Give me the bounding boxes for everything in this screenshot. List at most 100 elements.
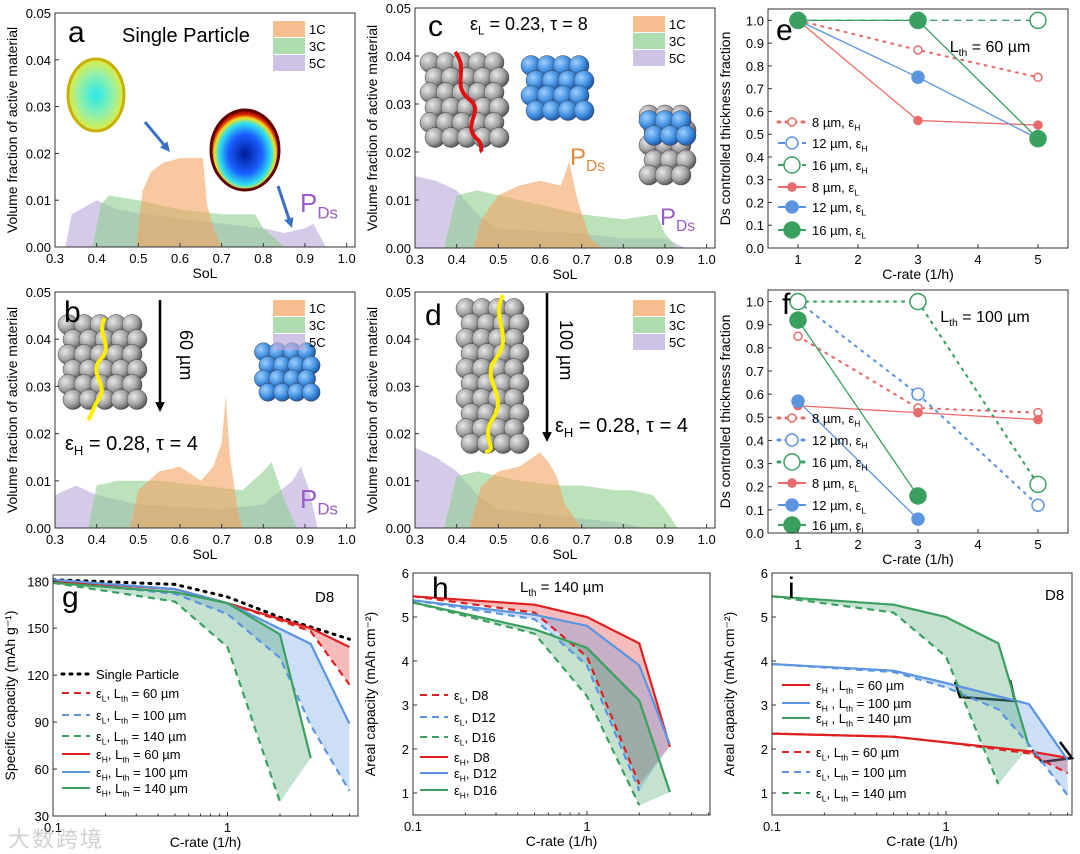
data-point	[789, 11, 807, 30]
text-part: C-rate (1/h)	[882, 551, 954, 567]
panel-label: i	[788, 572, 795, 605]
text-part: 0.01	[386, 474, 411, 489]
x-tick-label: 0.5	[489, 252, 507, 267]
annotation-rotated: 60 µm	[176, 330, 196, 380]
x-tick-label: 0.5	[129, 532, 147, 547]
annotation-rotated: 100 µm	[556, 320, 576, 380]
text-part: d	[425, 299, 442, 332]
y-tick-label: 0.3	[746, 457, 764, 472]
text-part: = 60 µm	[853, 678, 904, 693]
subscript: th	[846, 685, 853, 695]
y-tick-label: 4	[761, 654, 768, 669]
x-tick-label: 0.1	[44, 820, 62, 835]
text-part: 0.00	[26, 521, 51, 536]
text-part: 0.6	[171, 251, 189, 266]
y-tick-label: 0.8	[746, 341, 764, 356]
annotation-pds: PDs	[300, 188, 338, 223]
y-tick-label: 150	[27, 621, 49, 636]
plot-area	[53, 578, 351, 803]
arrow-icon	[276, 185, 292, 223]
series-line	[772, 732, 1069, 775]
text-part: 0.4	[448, 532, 466, 547]
text-part: 4	[402, 654, 409, 669]
y-axis-label-group: Volume fraction of active material	[364, 25, 380, 231]
annotation-length: 60 µm	[176, 330, 196, 380]
panel-label: a	[68, 16, 85, 49]
legend-label-1C: 1C	[309, 22, 326, 37]
x-axis-label: C-rate (1/h)	[526, 833, 598, 849]
text-part: , L	[828, 696, 846, 711]
data-point	[791, 394, 805, 408]
data-point	[911, 512, 925, 526]
y-tick-label: 1.0	[746, 13, 764, 28]
y-tick-label: 3	[402, 698, 409, 713]
annotation-pds1: PDs	[570, 144, 605, 175]
text-part: 0.6	[531, 532, 549, 547]
x-axis-label: SoL	[193, 546, 218, 562]
y-tick-label: 0.6	[746, 387, 764, 402]
text-part: 60 µm	[176, 330, 196, 380]
series-line	[797, 319, 919, 497]
text-part: 3C	[309, 39, 326, 54]
text-part: 16 µm, ε	[812, 158, 862, 173]
text-part: h	[432, 572, 449, 605]
text-part: 1C	[669, 17, 686, 32]
y-axis-label-group: Volume fraction of active material	[4, 307, 20, 513]
text-part: 0.02	[26, 146, 51, 161]
x-tick-label: 0.9	[656, 252, 674, 267]
text-part: 1.0	[746, 295, 764, 310]
y-tick-label: 30	[35, 809, 49, 824]
text-part: 0.9	[656, 252, 674, 267]
text-part: 12 µm, ε	[812, 200, 862, 215]
subscript: th	[121, 693, 128, 703]
y-axis-label: Areal capacity (mAh cm⁻²)	[721, 612, 737, 777]
y-tick-label: 0.00	[386, 521, 411, 536]
y-tick-label: 90	[35, 715, 49, 730]
legend-label: εH, D12	[454, 766, 497, 783]
x-tick-label: 0.1	[404, 819, 422, 834]
subscript: th	[122, 788, 129, 798]
text-part: ε	[454, 710, 460, 725]
text-part: C-rate (1/h)	[526, 833, 598, 849]
x-tick-label: 0.7	[573, 532, 591, 547]
y-tick-label: 0.04	[26, 332, 51, 347]
text-part: 0.4	[88, 532, 106, 547]
subscript: L	[861, 230, 866, 240]
x-tick-label: 0.4	[448, 532, 466, 547]
text-part: , D8	[465, 688, 489, 703]
text-part: 3	[914, 537, 921, 552]
tortuous-path-icon	[86, 316, 108, 422]
legend-marker	[787, 182, 797, 192]
y-tick-label: 0.5	[746, 410, 764, 425]
text-part: 8 µm, ε	[812, 411, 854, 426]
text-part: C-rate (1/h)	[882, 266, 954, 282]
text-part: 5C	[669, 335, 686, 350]
text-part: 8 µm, ε	[812, 476, 854, 491]
thickness-arrow-icon-head	[155, 402, 165, 412]
legend-swatch-3C	[273, 317, 305, 333]
text-part: 0.5	[746, 410, 764, 425]
panel-label: b	[64, 296, 81, 329]
data-point	[909, 11, 927, 30]
subscript: L	[460, 737, 465, 747]
band-fill	[413, 596, 670, 785]
subscript: L	[861, 207, 866, 217]
x-axis-label: C-rate (1/h)	[886, 833, 958, 849]
text-part: L	[950, 39, 959, 56]
plot-frame	[412, 572, 711, 816]
x-tick-label: 0.6	[171, 532, 189, 547]
text-part: , L	[107, 686, 121, 701]
text-part: 5	[1034, 252, 1041, 267]
text-part: 0.4	[746, 150, 764, 165]
text-part: = 60 µm	[848, 745, 899, 760]
y-tick-label: 0.03	[386, 379, 411, 394]
x-axis-label: SoL	[193, 265, 218, 281]
legend-marker	[787, 413, 797, 423]
legend-label: 16 µm, εL	[812, 518, 866, 535]
y-tick-label: 0.1	[746, 503, 764, 518]
text-part: , L	[107, 708, 121, 723]
text-part: 0.02	[386, 145, 411, 160]
blue-cluster-icon	[254, 342, 321, 402]
